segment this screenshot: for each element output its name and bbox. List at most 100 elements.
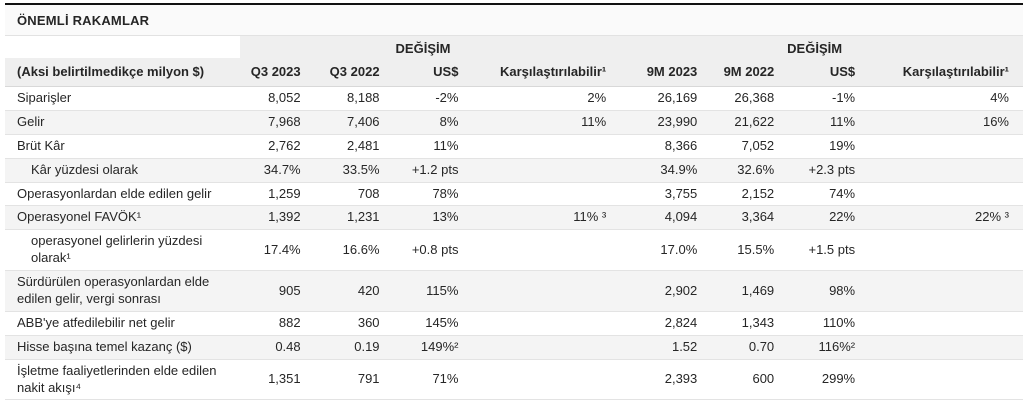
cell-value: -1%	[788, 86, 870, 111]
cell-value: 3,364	[711, 205, 789, 231]
group-header-spacer	[5, 36, 240, 58]
cell-value: 71%	[393, 359, 473, 401]
cell-value: 17.0%	[620, 229, 712, 272]
table-row: operasyonel gelirlerin yüzdesi olarak¹ 1…	[5, 229, 1023, 272]
cell-value: 4%	[869, 86, 1023, 111]
cell-value: 0.19	[314, 335, 394, 360]
cell-value: 708	[314, 182, 394, 207]
cell-value: 600	[711, 359, 789, 401]
cell-value: 11%	[788, 110, 870, 135]
column-header-9m-2022: 9M 2022	[711, 58, 789, 87]
row-label: operasyonel gelirlerin yüzdesi olarak¹	[5, 229, 240, 272]
table-row: Kâr yüzdesi olarak 34.7% 33.5% +1.2 pts …	[5, 158, 1023, 183]
cell-value: 16.6%	[314, 229, 394, 272]
cell-value: 26,169	[620, 86, 712, 111]
row-label: Kâr yüzdesi olarak	[5, 158, 240, 183]
cell-value: 1,351	[239, 359, 315, 401]
column-header-usd-q3: US$	[393, 58, 473, 87]
cell-value: 11%	[393, 134, 473, 159]
cell-value: 19%	[788, 134, 870, 159]
cell-value: 74%	[788, 182, 870, 207]
column-header-q3-2023: Q3 2023	[239, 58, 315, 87]
cell-value: 882	[239, 311, 315, 336]
cell-value: 34.9%	[620, 158, 712, 183]
cell-value: 905	[239, 270, 315, 312]
row-label: Gelir	[5, 110, 240, 135]
cell-value: 0.48	[239, 335, 315, 360]
cell-value: 11%	[472, 110, 621, 135]
cell-value: 1.52	[620, 335, 712, 360]
row-label: Operasyonlardan elde edilen gelir	[5, 182, 240, 207]
row-label: Hisse başına temel kazanç ($)	[5, 335, 240, 360]
cell-value	[869, 335, 1023, 360]
cell-value: 145%	[393, 311, 473, 336]
key-figures-table: DEĞİŞİM DEĞİŞİM (Aksi belirtilmedikçe mi…	[5, 36, 1023, 401]
row-label: İşletme faaliyetlerinden elde edilen nak…	[5, 359, 240, 401]
table-row: Sürdürülen operasyonlardan elde edilen g…	[5, 270, 1023, 312]
cell-value: 2,481	[314, 134, 394, 159]
row-label: Operasyonel FAVÖK¹	[5, 205, 240, 231]
change-header-q3: DEĞİŞİM	[239, 36, 621, 58]
cell-value: 8,052	[239, 86, 315, 111]
cell-value: 98%	[788, 270, 870, 312]
cell-value: 360	[314, 311, 394, 336]
table-body: Siparişler 8,052 8,188 -2% 2% 26,169 26,…	[5, 86, 1023, 401]
cell-value: 17.4%	[239, 229, 315, 272]
cell-value: 116%²	[788, 335, 870, 360]
cell-value: 4,094	[620, 205, 712, 231]
table-row: Gelir 7,968 7,406 8% 11% 23,990 21,622 1…	[5, 110, 1023, 135]
table-row: Siparişler 8,052 8,188 -2% 2% 26,169 26,…	[5, 86, 1023, 111]
cell-value: 2,762	[239, 134, 315, 159]
column-header-comparable-9m: Karşılaştırılabilir¹	[869, 58, 1023, 87]
cell-value: +2.3 pts	[788, 158, 870, 183]
cell-value: 8%	[393, 110, 473, 135]
cell-value	[472, 229, 621, 272]
cell-value: 26,368	[711, 86, 789, 111]
cell-value	[472, 270, 621, 312]
change-header-9m: DEĞİŞİM	[620, 36, 1023, 58]
cell-value: 33.5%	[314, 158, 394, 183]
cell-value: 23,990	[620, 110, 712, 135]
cell-value	[472, 359, 621, 401]
cell-value	[869, 270, 1023, 312]
cell-value: 7,406	[314, 110, 394, 135]
cell-value	[869, 182, 1023, 207]
cell-value	[869, 311, 1023, 336]
row-label: Siparişler	[5, 86, 240, 111]
cell-value	[869, 134, 1023, 159]
cell-value: 1,231	[314, 205, 394, 231]
cell-value: 32.6%	[711, 158, 789, 183]
cell-value: 1,343	[711, 311, 789, 336]
cell-value: -2%	[393, 86, 473, 111]
cell-value: 16%	[869, 110, 1023, 135]
cell-value: +1.5 pts	[788, 229, 870, 272]
cell-value	[869, 158, 1023, 183]
cell-value: 115%	[393, 270, 473, 312]
column-header-comparable-q3: Karşılaştırılabilir¹	[472, 58, 621, 87]
cell-value: 22% ³	[869, 205, 1023, 231]
cell-value: 0.70	[711, 335, 789, 360]
cell-value: 13%	[393, 205, 473, 231]
table-header: DEĞİŞİM DEĞİŞİM (Aksi belirtilmedikçe mi…	[5, 36, 1023, 87]
cell-value: 791	[314, 359, 394, 401]
column-header-q3-2022: Q3 2022	[314, 58, 394, 87]
cell-value: +0.8 pts	[393, 229, 473, 272]
cell-value	[472, 158, 621, 183]
cell-value: 2%	[472, 86, 621, 111]
table-row: Operasyonlardan elde edilen gelir 1,259 …	[5, 182, 1023, 207]
cell-value: 15.5%	[711, 229, 789, 272]
cell-value	[869, 229, 1023, 272]
cell-value: 1,392	[239, 205, 315, 231]
column-header-unit-note: (Aksi belirtilmedikçe milyon $)	[5, 58, 240, 87]
table-row: İşletme faaliyetlerinden elde edilen nak…	[5, 359, 1023, 401]
cell-value: 7,968	[239, 110, 315, 135]
table-row: Brüt Kâr 2,762 2,481 11% 8,366 7,052 19%	[5, 134, 1023, 159]
table-row: Operasyonel FAVÖK¹ 1,392 1,231 13% 11% ³…	[5, 205, 1023, 231]
cell-value: 3,755	[620, 182, 712, 207]
cell-value: 2,393	[620, 359, 712, 401]
cell-value: 1,259	[239, 182, 315, 207]
cell-value: +1.2 pts	[393, 158, 473, 183]
cell-value: 22%	[788, 205, 870, 231]
cell-value: 1,469	[711, 270, 789, 312]
column-header-usd-9m: US$	[788, 58, 870, 87]
